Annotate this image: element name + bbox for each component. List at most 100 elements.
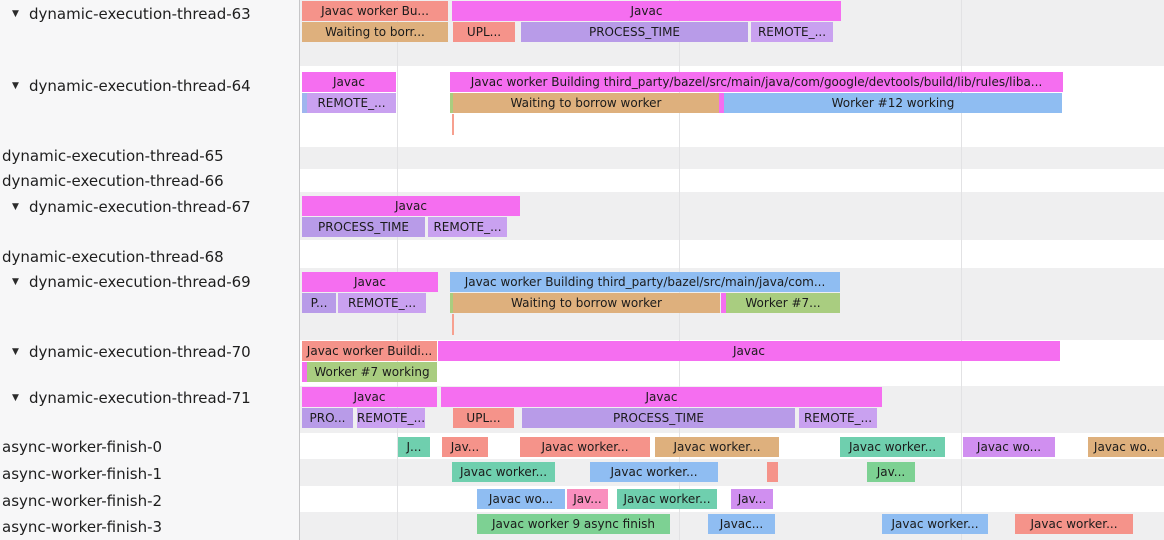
trace-slice[interactable]: REMOTE_...: [428, 217, 507, 237]
trace-slice[interactable]: Javac: [438, 341, 1060, 361]
collapse-triangle-icon[interactable]: ▼: [12, 202, 19, 212]
collapse-triangle-icon[interactable]: ▼: [12, 393, 19, 403]
track-label-dynamic-execution-thread-69[interactable]: ▼ dynamic-execution-thread-69: [0, 273, 251, 291]
trace-slice[interactable]: Javac worker...: [655, 437, 779, 457]
trace-slice[interactable]: Waiting to borr...: [302, 22, 448, 42]
trace-slice[interactable]: [767, 462, 778, 482]
trace-slice[interactable]: Worker #12 working: [724, 93, 1062, 113]
trace-slice[interactable]: Jav...: [567, 489, 608, 509]
track-label-dynamic-execution-thread-63[interactable]: ▼ dynamic-execution-thread-63: [0, 5, 251, 23]
trace-slice[interactable]: Worker #7...: [726, 293, 840, 313]
track-label-dynamic-execution-thread-68[interactable]: dynamic-execution-thread-68: [0, 248, 224, 266]
trace-slice[interactable]: PRO...: [302, 408, 353, 428]
trace-slice[interactable]: Javac...: [708, 514, 775, 534]
track-name: async-worker-finish-2: [2, 492, 163, 510]
track-label-async-worker-finish-3[interactable]: async-worker-finish-3: [0, 518, 162, 536]
collapse-triangle-icon[interactable]: ▼: [12, 347, 19, 357]
trace-slice[interactable]: Waiting to borrow worker: [453, 93, 719, 113]
trace-slice[interactable]: PROCESS_TIME: [302, 217, 425, 237]
track-name: dynamic-execution-thread-69: [29, 273, 251, 291]
trace-slice[interactable]: Javac: [302, 72, 396, 92]
trace-slice[interactable]: Javac: [302, 196, 520, 216]
trace-slice[interactable]: Javac worker Bu...: [302, 1, 448, 21]
trace-slice-label: Javac: [645, 390, 678, 404]
trace-slice[interactable]: Javac worker...: [617, 489, 717, 509]
trace-slice-label: Javac worker...: [673, 440, 761, 454]
track-label-dynamic-execution-thread-70[interactable]: ▼ dynamic-execution-thread-70: [0, 343, 251, 361]
track-name: dynamic-execution-thread-68: [2, 248, 224, 266]
trace-slice-label: Javac worker Building third_party/bazel/…: [470, 75, 1043, 89]
trace-slice[interactable]: Javac wo...: [1088, 437, 1164, 457]
trace-slice[interactable]: Javac worker Building third_party/bazel/…: [450, 272, 840, 292]
track-label-async-worker-finish-0[interactable]: async-worker-finish-0: [0, 438, 162, 456]
trace-slice[interactable]: Javac worker...: [882, 514, 988, 534]
track-name: async-worker-finish-1: [2, 465, 163, 483]
track-lane: [300, 147, 1164, 169]
trace-slice[interactable]: Javac: [441, 387, 882, 407]
trace-slice[interactable]: Javac worker Buildi...: [302, 341, 437, 361]
trace-slice-label: Javac: [353, 390, 386, 404]
trace-slice-label: J...: [406, 440, 422, 454]
track-label-async-worker-finish-1[interactable]: async-worker-finish-1: [0, 465, 162, 483]
trace-slice[interactable]: REMOTE_...: [751, 22, 833, 42]
trace-slice[interactable]: Javac worker...: [840, 437, 945, 457]
trace-slice[interactable]: Javac worker Building third_party/bazel/…: [450, 72, 1063, 92]
trace-slice[interactable]: Javac worker 9 async finish: [477, 514, 670, 534]
collapse-triangle-icon[interactable]: ▼: [12, 277, 19, 287]
trace-slice[interactable]: [302, 93, 307, 113]
track-label-dynamic-execution-thread-71[interactable]: ▼ dynamic-execution-thread-71: [0, 389, 251, 407]
trace-slice[interactable]: UPL...: [453, 22, 515, 42]
trace-slice[interactable]: Javac: [302, 272, 438, 292]
trace-slice[interactable]: [450, 93, 453, 113]
sidebar: ▼ dynamic-execution-thread-63 ▼ dynamic-exe…: [0, 0, 300, 540]
trace-slice[interactable]: Jav...: [867, 462, 915, 482]
trace-slice[interactable]: Worker #7 working: [307, 362, 437, 382]
track-label-dynamic-execution-thread-64[interactable]: ▼ dynamic-execution-thread-64: [0, 77, 251, 95]
trace-slice[interactable]: REMOTE_...: [799, 408, 877, 428]
trace-slice[interactable]: Javac wo...: [963, 437, 1055, 457]
trace-slice[interactable]: [719, 93, 724, 113]
track-label-dynamic-execution-thread-65[interactable]: dynamic-execution-thread-65: [0, 147, 224, 165]
trace-slice[interactable]: P...: [302, 293, 336, 313]
track-name: dynamic-execution-thread-67: [29, 198, 251, 216]
trace-tick[interactable]: [452, 114, 454, 135]
trace-slice-label: Javac: [630, 4, 663, 18]
trace-slice[interactable]: PROCESS_TIME: [521, 22, 748, 42]
trace-slice[interactable]: REMOTE_...: [307, 93, 396, 113]
trace-slice[interactable]: REMOTE_...: [357, 408, 425, 428]
trace-slice[interactable]: Javac worker...: [452, 462, 555, 482]
track-label-dynamic-execution-thread-67[interactable]: ▼ dynamic-execution-thread-67: [0, 198, 251, 216]
trace-slice-label: Javac...: [719, 517, 764, 531]
trace-slice[interactable]: Javac worker...: [1015, 514, 1133, 534]
trace-slice[interactable]: PROCESS_TIME: [522, 408, 795, 428]
time-gridline: [397, 0, 398, 540]
trace-slice[interactable]: REMOTE_...: [338, 293, 426, 313]
collapse-triangle-icon[interactable]: ▼: [12, 81, 19, 91]
trace-slice[interactable]: Waiting to borrow worker: [453, 293, 720, 313]
trace-slice[interactable]: Javac worker...: [520, 437, 650, 457]
trace-slice-label: Javac: [733, 344, 765, 358]
trace-slice[interactable]: Javac worker...: [590, 462, 718, 482]
trace-slice[interactable]: J...: [398, 437, 430, 457]
track-lane: [300, 240, 1164, 268]
trace-tick[interactable]: [452, 314, 454, 335]
trace-slice-label: REMOTE_...: [357, 411, 425, 425]
trace-slice-label: Javac worker Buildi...: [306, 344, 433, 358]
timeline: Javac worker Bu... Javac Waiting to borr..…: [300, 0, 1164, 540]
trace-slice-label: Javac wo...: [976, 440, 1042, 454]
trace-slice[interactable]: Jav...: [731, 489, 773, 509]
track-label-dynamic-execution-thread-66[interactable]: dynamic-execution-thread-66: [0, 172, 224, 190]
trace-slice-label: UPL...: [466, 411, 501, 425]
trace-slice[interactable]: UPL...: [453, 408, 514, 428]
trace-slice[interactable]: Jav...: [442, 437, 488, 457]
trace-slice[interactable]: Javac wo...: [477, 489, 565, 509]
trace-slice[interactable]: [302, 362, 307, 382]
trace-slice[interactable]: [450, 293, 453, 313]
trace-slice[interactable]: Javac: [302, 387, 437, 407]
trace-slice[interactable]: Javac: [452, 1, 841, 21]
track-label-async-worker-finish-2[interactable]: async-worker-finish-2: [0, 492, 162, 510]
collapse-triangle-icon[interactable]: ▼: [12, 9, 19, 19]
track-name: dynamic-execution-thread-66: [2, 172, 224, 190]
track-name: dynamic-execution-thread-63: [29, 5, 251, 23]
trace-slice[interactable]: [721, 293, 726, 313]
